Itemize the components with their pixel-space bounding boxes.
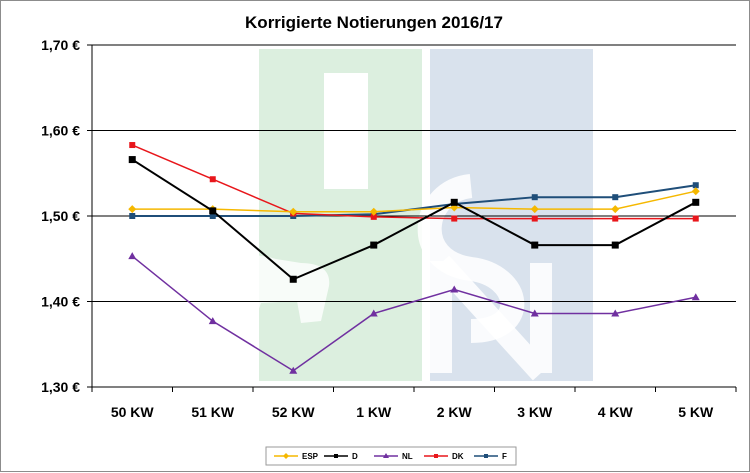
data-point-dk bbox=[129, 142, 136, 149]
legend: ESP D NL DK F bbox=[265, 446, 517, 466]
series-line-nl bbox=[131, 255, 696, 372]
legend-item-dk: DK bbox=[424, 452, 464, 461]
data-point-dk bbox=[451, 215, 458, 222]
y-tick-label: 1,50 € bbox=[41, 208, 80, 224]
legend-label: NL bbox=[402, 452, 413, 461]
data-point-f bbox=[209, 213, 216, 219]
chart-title: Korrigierte Notierungen 2016/17 bbox=[245, 13, 503, 32]
y-tick-label: 1,30 € bbox=[41, 379, 80, 395]
isn-watermark-logo bbox=[211, 49, 593, 381]
y-tick-label: 1,60 € bbox=[41, 123, 80, 139]
data-point-esp bbox=[691, 187, 700, 196]
data-point-dk bbox=[209, 176, 216, 183]
data-point-d bbox=[128, 156, 136, 164]
x-tick-label: 5 KW bbox=[678, 404, 714, 420]
data-point-f bbox=[612, 194, 619, 201]
y-tick-label: 1,40 € bbox=[41, 294, 80, 310]
x-tick-label: 51 KW bbox=[191, 404, 235, 420]
x-tick-label: 50 KW bbox=[111, 404, 155, 420]
data-point-nl bbox=[611, 309, 620, 317]
data-point-d bbox=[209, 207, 217, 215]
x-tick-label: 2 KW bbox=[437, 404, 473, 420]
data-point-nl bbox=[530, 309, 539, 317]
data-point-f bbox=[531, 194, 538, 201]
legend-swatch-marker bbox=[484, 454, 488, 458]
x-tick-label: 3 KW bbox=[517, 404, 553, 420]
legend-item-esp: ESP bbox=[274, 452, 319, 461]
y-tick-label: 1,70 € bbox=[41, 37, 80, 53]
data-point-nl bbox=[369, 309, 378, 317]
data-point-nl bbox=[450, 285, 459, 293]
data-point-esp bbox=[289, 207, 298, 216]
legend-label: ESP bbox=[302, 452, 319, 461]
x-tick-label: 4 KW bbox=[598, 404, 634, 420]
axis-layer: 1,30 € 1,40 € 1,50 € 1,60 € 1,70 € 50 KW 51 KW… bbox=[41, 37, 737, 420]
data-point-f bbox=[692, 182, 699, 189]
series-nl bbox=[128, 252, 700, 374]
data-point-esp bbox=[369, 207, 378, 216]
data-point-esp bbox=[611, 205, 620, 214]
data-point-f bbox=[129, 213, 136, 219]
series-line-d bbox=[131, 158, 697, 281]
series-line-dk bbox=[131, 144, 696, 220]
legend-item-f: F bbox=[474, 452, 507, 461]
data-point-dk bbox=[370, 213, 377, 220]
series-layer bbox=[128, 142, 700, 374]
data-point-nl bbox=[691, 293, 700, 301]
data-point-d bbox=[692, 198, 700, 206]
data-point-esp bbox=[530, 205, 539, 214]
data-point-d bbox=[611, 241, 619, 249]
data-point-nl bbox=[289, 366, 298, 374]
legend-swatch-marker bbox=[283, 453, 289, 459]
x-tick-label: 1 KW bbox=[356, 404, 392, 420]
series-d bbox=[128, 156, 700, 283]
legend-swatch-marker bbox=[334, 454, 338, 458]
series-line-esp bbox=[132, 190, 696, 213]
legend-item-nl: NL bbox=[374, 452, 413, 461]
legend-label: D bbox=[352, 452, 358, 461]
data-point-d bbox=[370, 241, 378, 249]
data-point-esp bbox=[128, 205, 137, 214]
data-point-d bbox=[289, 275, 297, 283]
legend-label: DK bbox=[452, 452, 464, 461]
data-point-dk bbox=[692, 215, 699, 222]
legend-swatch-marker bbox=[383, 453, 389, 458]
data-point-d bbox=[531, 241, 539, 249]
data-point-dk bbox=[531, 215, 538, 222]
data-point-dk bbox=[612, 215, 619, 222]
legend-item-d: D bbox=[324, 452, 358, 461]
legend-label: F bbox=[502, 452, 507, 461]
data-point-d bbox=[450, 198, 458, 206]
legend-swatch-marker bbox=[434, 454, 438, 458]
data-point-nl bbox=[128, 252, 137, 260]
x-tick-label: 52 KW bbox=[272, 404, 316, 420]
data-point-nl bbox=[208, 317, 217, 325]
